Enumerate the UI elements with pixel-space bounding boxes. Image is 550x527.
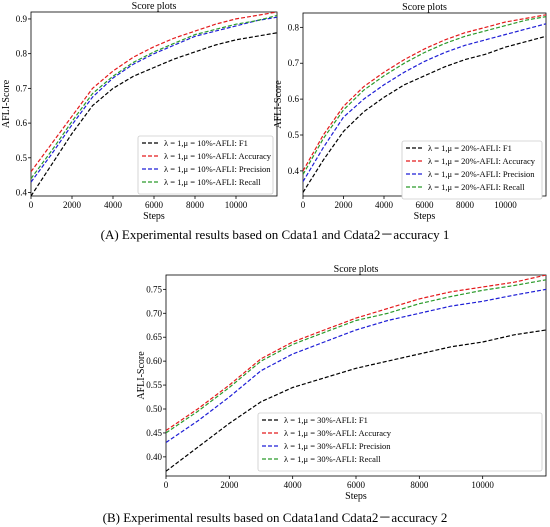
series-line-3 [166,288,546,443]
legend-box [137,135,274,195]
x-tick-label: 2000 [220,480,239,490]
y-tick-label: 0.8 [16,49,28,59]
series-line-1 [31,32,277,196]
x-tick-label: 8000 [186,200,205,210]
x-tick-label: 6000 [416,200,435,210]
legend-entry: λ = 1,μ = 30%-AFLI: Precision [284,441,391,451]
legend-entry: λ = 1,μ = 10%-AFLI: Precision [164,164,271,174]
y-tick-label: 0.8 [288,22,300,32]
x-tick-label: 10000 [225,200,248,210]
chart-title: Score plots [132,1,177,12]
series-line-1 [166,329,546,472]
y-tick-label: 0.40 [146,452,162,462]
y-tick-label: 0.75 [146,284,162,294]
series-group [303,14,546,193]
series-line-3 [303,23,546,182]
legend-entry: λ = 1,μ = 10%-AFLI: F1 [164,138,248,148]
y-tick-label: 0.4 [16,188,28,198]
x-tick-label: 8000 [410,480,429,490]
x-tick-label: 2000 [63,200,82,210]
y-tick-label: 0.7 [288,58,300,68]
x-tick-label: 8000 [456,200,475,210]
x-axis-label: Steps [414,211,436,222]
y-tick-label: 0.45 [146,428,162,438]
legend-entry: λ = 1,μ = 20%-AFLI: Recall [428,182,525,192]
y-axis-label: AFLI-Score [136,351,147,400]
y-tick-label: 0.4 [288,166,300,176]
y-tick-label: 0.6 [16,118,28,128]
y-tick-label: 0.5 [288,130,300,140]
legend-entry: λ = 1,μ = 20%-AFLI: Precision [428,169,535,179]
x-axis-label: Steps [143,211,165,222]
x-tick-label: 0 [29,200,34,210]
legend-entry: λ = 1,μ = 10%-AFLI: Accuracy [164,151,272,161]
y-tick-label: 0.55 [146,380,162,390]
x-tick-label: 4000 [104,200,123,210]
series-line-2 [31,12,277,173]
x-tick-label: 0 [301,200,306,210]
chart-2: Score plots 0 2000 4000 6000 8000 10000 0.4 0.5 0… [273,2,547,222]
series-line-3 [31,16,277,183]
legend-box [257,412,543,472]
series-line-4 [303,16,546,175]
x-tick-label: 6000 [145,200,164,210]
caption-b: (B) Experimental results based on Cdata1… [102,510,448,525]
y-tick-label: 0.9 [16,14,28,24]
legend-entry: λ = 1,μ = 30%-AFLI: F1 [284,415,368,425]
x-tick-label: 2000 [335,200,354,210]
x-tick-label: 10000 [471,480,494,490]
x-tick-label: 6000 [347,480,366,490]
x-tick-label: 4000 [375,200,394,210]
y-tick-label: 0.7 [16,83,28,93]
legend-box [401,140,543,200]
legend-entry: λ = 1,μ = 30%-AFLI: Accuracy [284,428,392,438]
series-group [31,12,277,196]
legend-entry: λ = 1,μ = 10%-AFLI: Recall [164,177,261,187]
x-axis-label: Steps [345,491,367,502]
y-tick-label: 0.50 [146,404,162,414]
chart-3: Score plots 0 2000 4000 6000 8000 10000 0.40 0.4… [136,264,547,502]
series-line-2 [166,275,546,431]
series-line-4 [166,279,546,434]
chart-title: Score plots [402,2,447,13]
series-group [166,275,546,472]
series-line-1 [303,35,546,193]
x-tick-label: 0 [164,480,169,490]
caption-a: (A) Experimental results based on Cdata1… [100,227,450,242]
y-tick-label: 0.65 [146,332,162,342]
series-line-4 [31,14,277,179]
y-tick-label: 0.5 [16,153,28,163]
x-tick-label: 10000 [494,200,517,210]
series-line-2 [303,14,546,172]
x-tick-label: 4000 [284,480,303,490]
legend-entry: λ = 1,μ = 30%-AFLI: Recall [284,454,381,464]
chart-1: Score plots 0 2000 4000 6000 8000 10000 0.4 0.5 0… [1,1,278,222]
y-axis-label: AFLI-Score [273,80,284,129]
y-tick-label: 0.70 [146,308,162,318]
y-tick-label: 0.6 [288,94,300,104]
legend-entry: λ = 1,μ = 20%-AFLI: F1 [428,143,512,153]
chart-title: Score plots [334,264,379,275]
y-axis-label: AFLI-Score [1,79,12,128]
legend-entry: λ = 1,μ = 20%-AFLI: Accuracy [428,156,536,166]
y-tick-label: 0.60 [146,356,162,366]
